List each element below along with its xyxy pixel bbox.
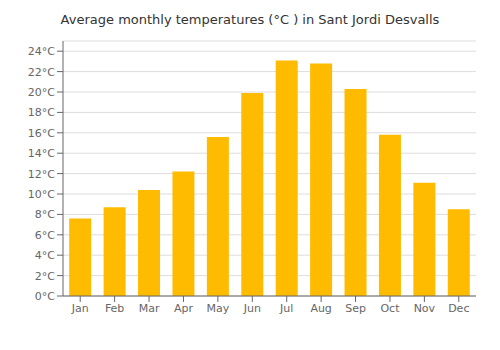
svg-text:2°C: 2°C [35, 270, 55, 283]
svg-text:0°C: 0°C [35, 290, 55, 303]
svg-text:8°C: 8°C [35, 208, 55, 221]
svg-text:4°C: 4°C [35, 249, 55, 262]
svg-text:Nov: Nov [414, 302, 436, 315]
svg-text:14°C: 14°C [28, 147, 55, 160]
svg-text:20°C: 20°C [28, 86, 55, 99]
svg-text:10°C: 10°C [28, 188, 55, 201]
svg-text:6°C: 6°C [35, 229, 55, 242]
svg-text:Aug: Aug [310, 302, 331, 315]
svg-text:Apr: Apr [174, 302, 194, 315]
svg-text:Jun: Jun [243, 302, 261, 315]
svg-text:Dec: Dec [448, 302, 469, 315]
svg-text:Sep: Sep [345, 302, 366, 315]
svg-text:May: May [207, 302, 230, 315]
html-text:Average monthly temperatures (: Average monthly temperatures (°C ) in Sa… [60, 12, 440, 27]
svg-text:16°C: 16°C [28, 127, 55, 140]
svg-text:Feb: Feb [105, 302, 124, 315]
svg-text:Oct: Oct [380, 302, 400, 315]
svg-text:22°C: 22°C [28, 66, 55, 79]
svg-text:18°C: 18°C [28, 106, 55, 119]
svg-text:Mar: Mar [139, 302, 160, 315]
svg-text:Jan: Jan [71, 302, 89, 315]
svg-text:Jul: Jul [279, 302, 293, 315]
svg-text:12°C: 12°C [28, 168, 55, 181]
svg-text:24°C: 24°C [28, 45, 55, 58]
